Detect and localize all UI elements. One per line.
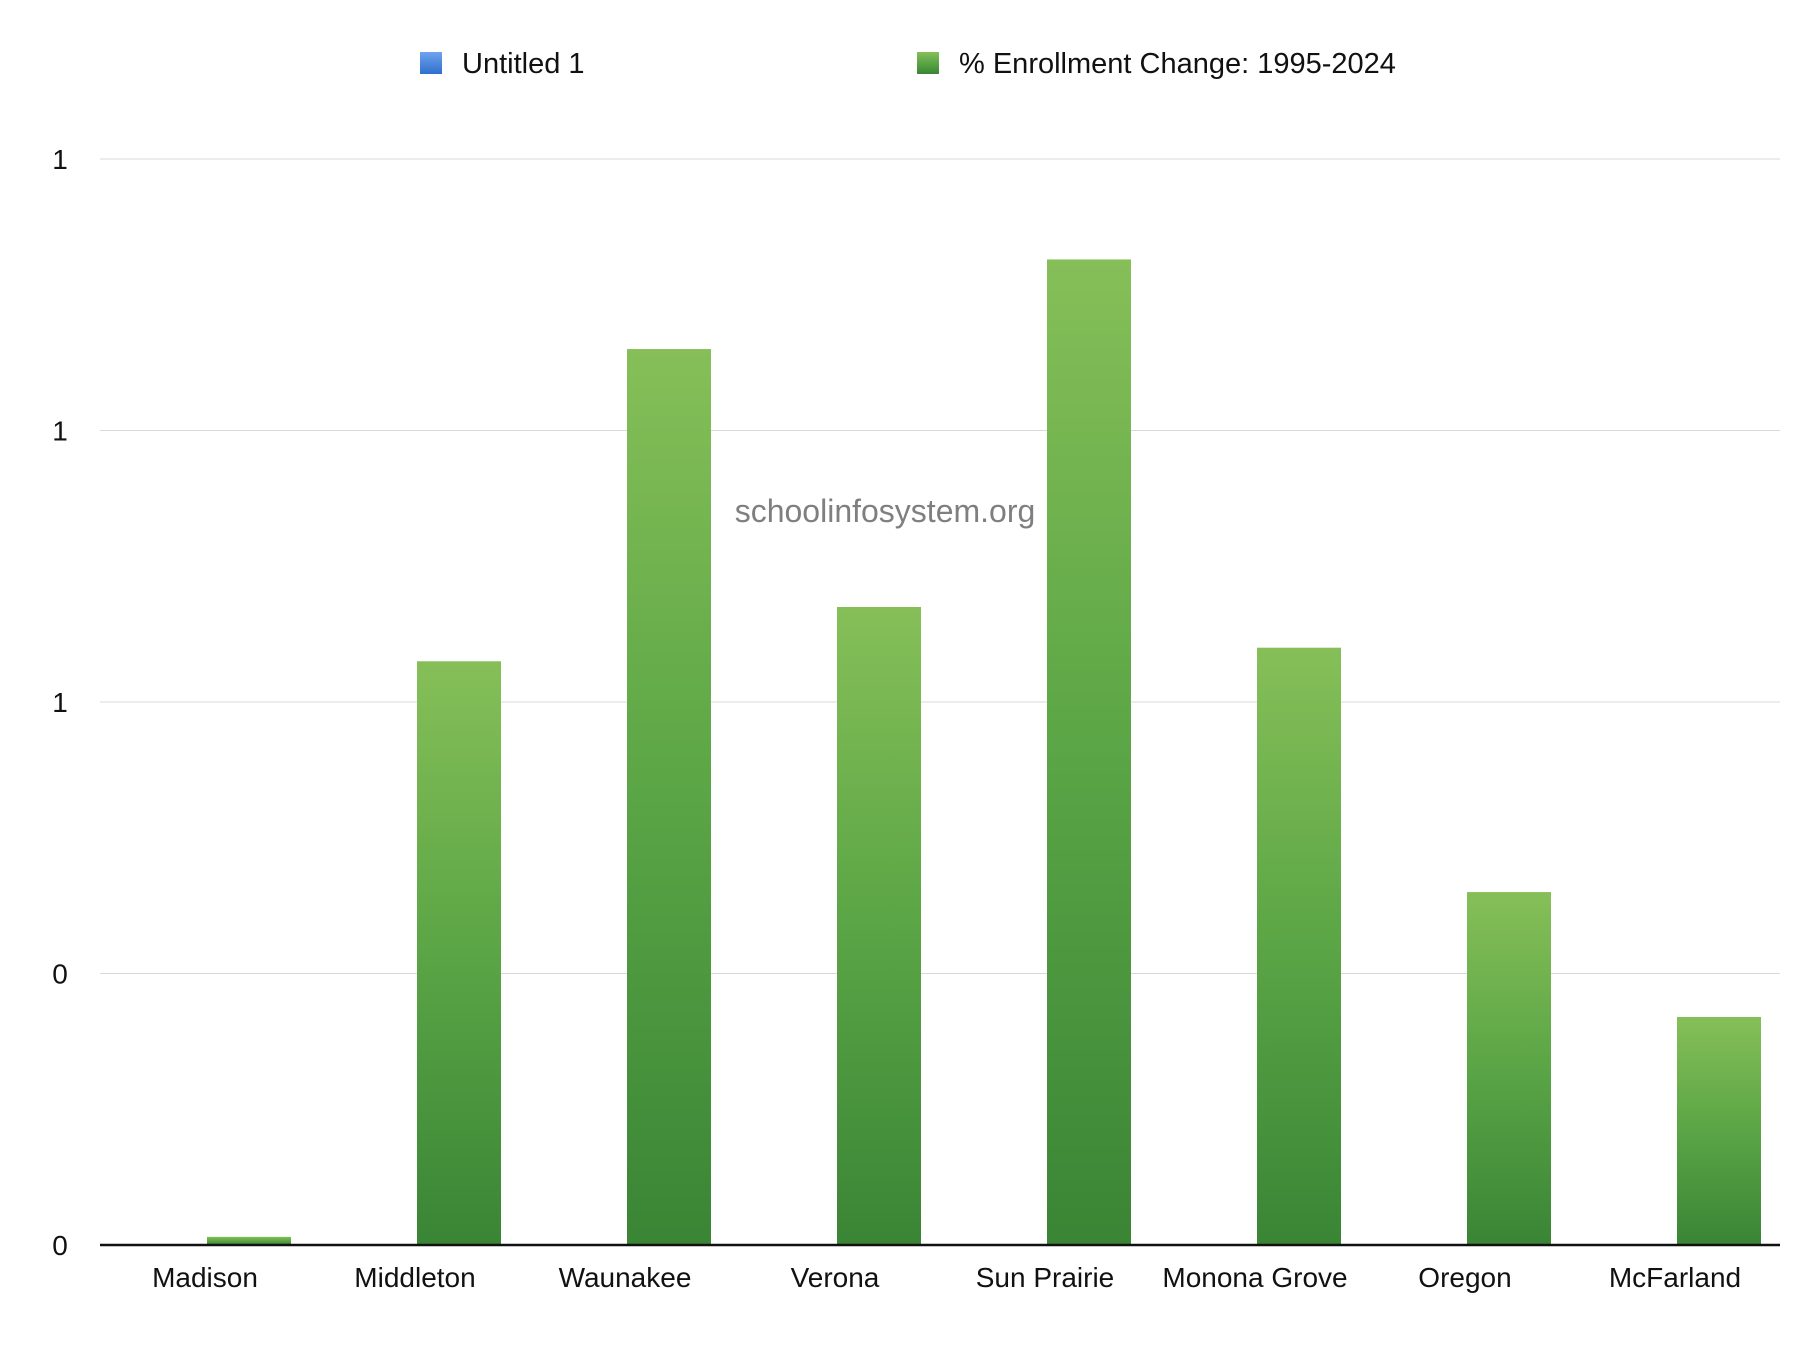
gridlines (100, 158, 1780, 974)
x-tick-label: Madison (152, 1262, 258, 1293)
y-tick-label: 0 (52, 959, 68, 990)
y-tick-label: 1 (52, 687, 68, 718)
x-tick-label: Waunakee (559, 1262, 692, 1293)
legend-swatch (917, 52, 939, 74)
y-tick-label: 1 (52, 416, 68, 447)
x-tick-label: Monona Grove (1162, 1262, 1347, 1293)
bar-middleton (417, 661, 501, 1245)
x-tick-label: Verona (791, 1262, 880, 1293)
bar-madison (207, 1236, 291, 1245)
bar-sun-prairie (1047, 259, 1131, 1246)
x-tick-label: Middleton (354, 1262, 475, 1293)
x-tick-label: McFarland (1609, 1262, 1741, 1293)
legend: Untitled 1 % Enrollment Change: 1995-2024 (420, 48, 1396, 80)
y-axis-ticks: 0 0 1 1 1 (52, 144, 68, 1261)
y-tick-label: 1 (52, 144, 68, 175)
bar-monona-grove (1257, 647, 1341, 1245)
y-tick-label: 0 (52, 1230, 68, 1261)
legend-label: % Enrollment Change: 1995-2024 (959, 48, 1396, 80)
watermark: schoolinfosystem.org (735, 493, 1036, 529)
bar-waunakee (627, 349, 711, 1245)
x-tick-label: Oregon (1418, 1262, 1511, 1293)
x-axis-labels: Madison Middleton Waunakee Verona Sun Prairi… (152, 1262, 1741, 1293)
x-tick-label: Sun Prairie (976, 1262, 1115, 1293)
legend-swatch (420, 52, 442, 74)
bar-oregon (1467, 892, 1551, 1245)
legend-label: Untitled 1 (462, 48, 585, 80)
bars (207, 259, 1761, 1246)
bar-mcfarland (1677, 1016, 1761, 1245)
bar-verona (837, 606, 921, 1245)
